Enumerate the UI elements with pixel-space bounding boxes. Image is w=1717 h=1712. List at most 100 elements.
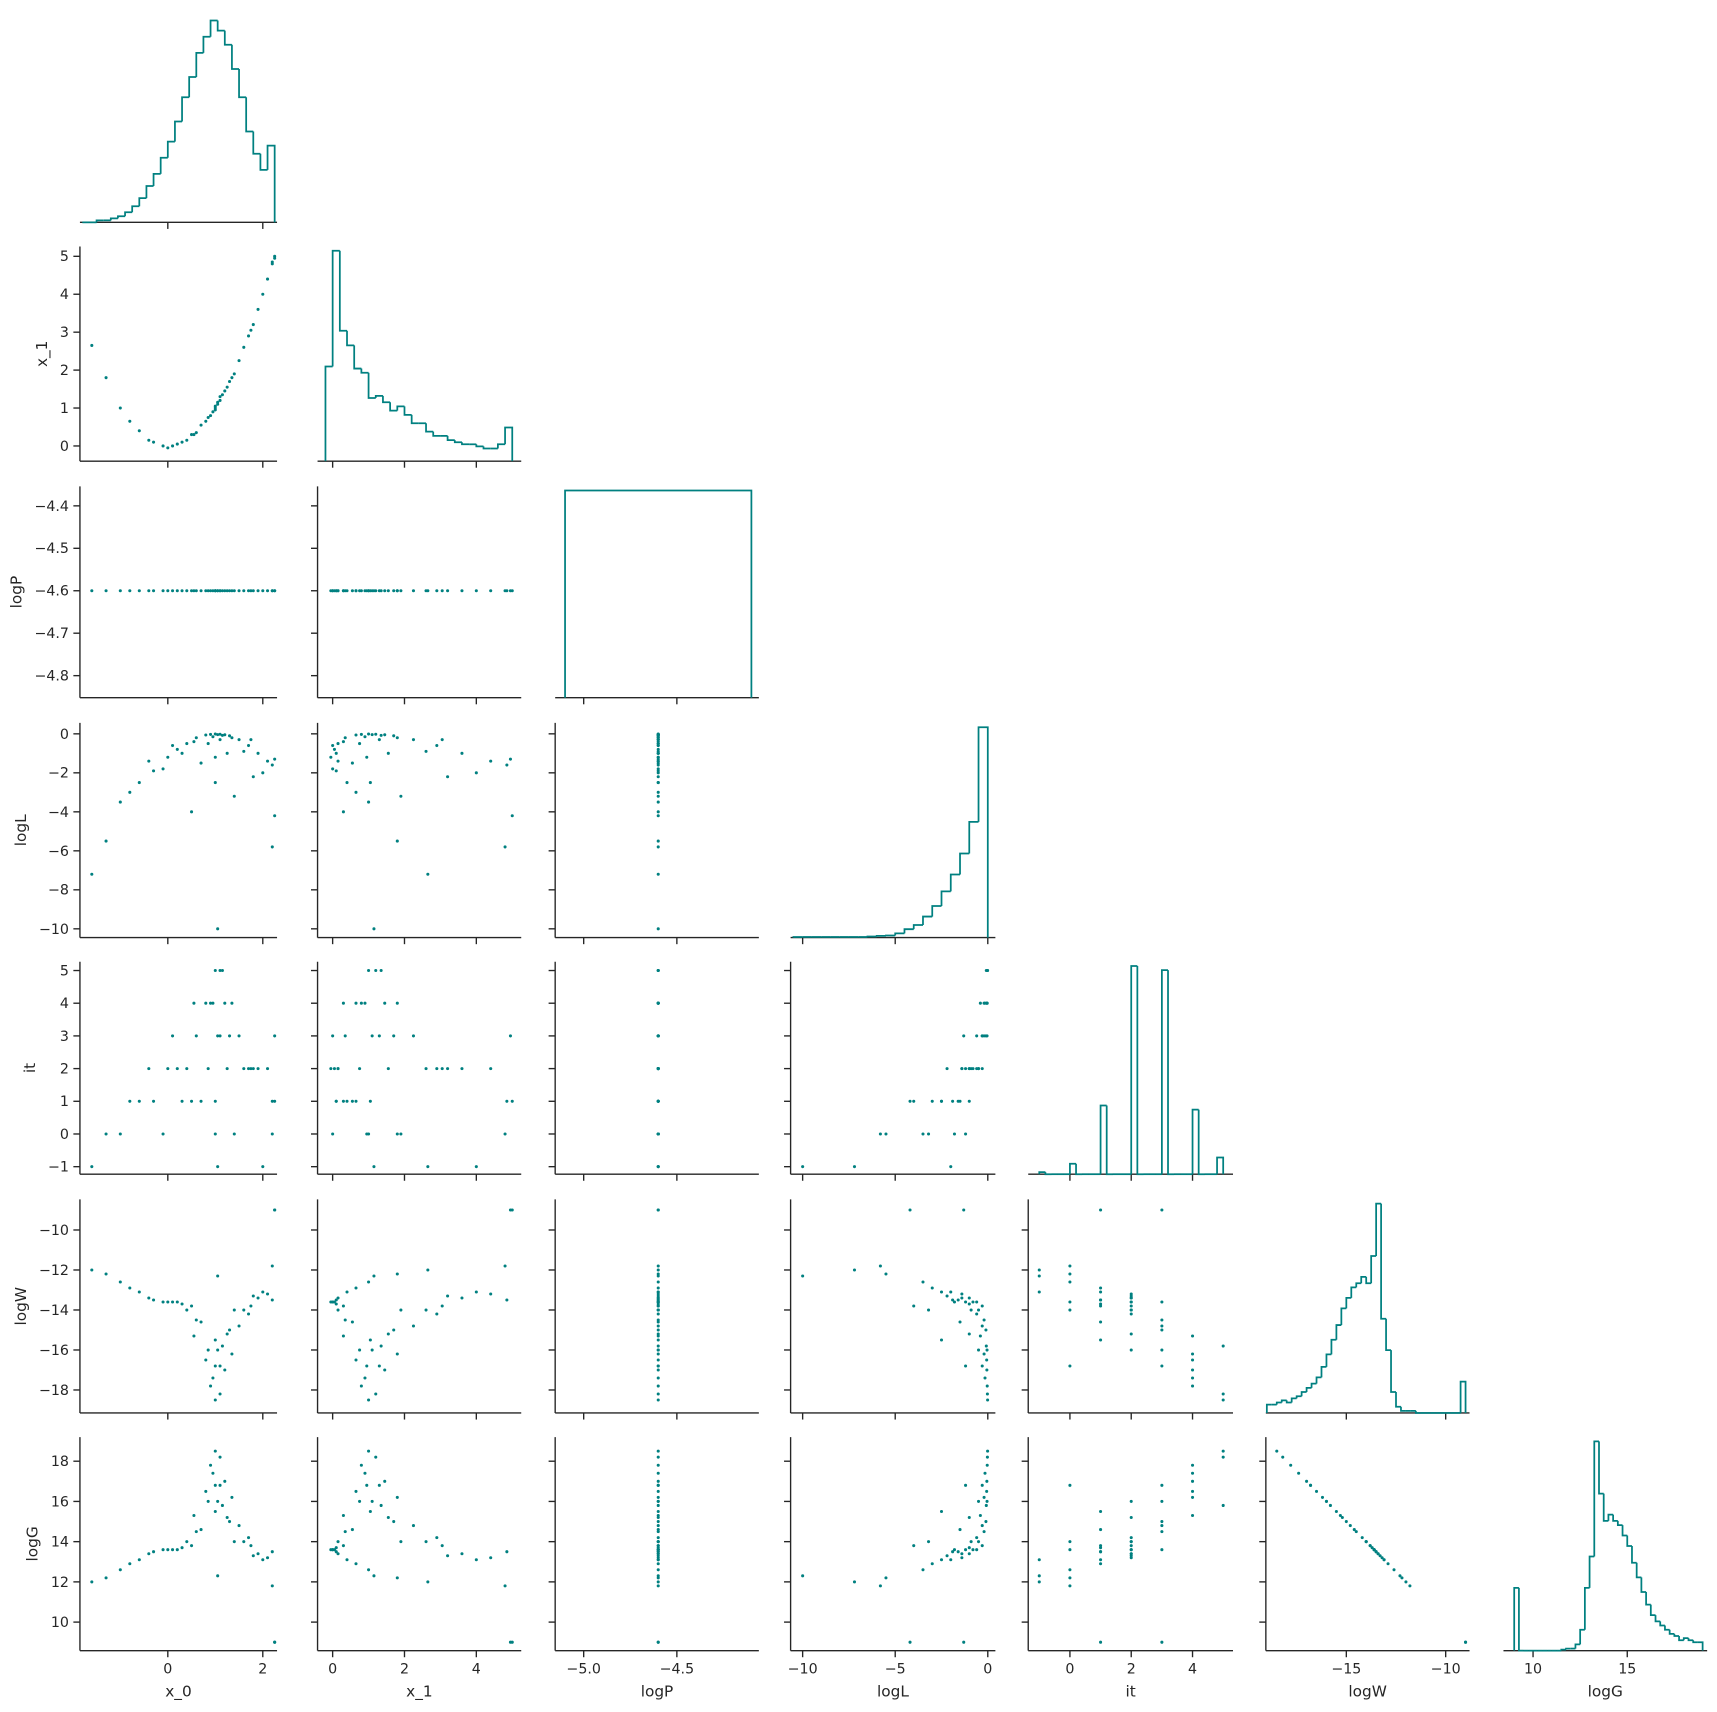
- point: [985, 1463, 989, 1467]
- point: [939, 1509, 944, 1514]
- point: [967, 1515, 971, 1520]
- point: [976, 1540, 981, 1544]
- y-tick-label: −12: [39, 1263, 69, 1279]
- point: [213, 1338, 217, 1342]
- hist-bin: [1579, 1628, 1585, 1645]
- point: [656, 1280, 660, 1284]
- hist-bin: [1459, 1380, 1467, 1413]
- point: [656, 1574, 660, 1578]
- hist-bin: [389, 402, 398, 412]
- hist-bin: [1395, 1392, 1401, 1408]
- point: [386, 1515, 390, 1520]
- point: [395, 1132, 399, 1136]
- point: [440, 738, 444, 742]
- point: [256, 751, 260, 755]
- point: [508, 1640, 512, 1644]
- point: [266, 1556, 270, 1560]
- point: [386, 751, 390, 755]
- point: [908, 1099, 912, 1103]
- point: [358, 1499, 362, 1503]
- point: [656, 1562, 660, 1566]
- x-tick-label: −4.5: [660, 1662, 695, 1678]
- point: [206, 415, 210, 420]
- point: [656, 1544, 660, 1548]
- point: [368, 781, 372, 785]
- point: [921, 1568, 925, 1572]
- point: [242, 589, 246, 593]
- point: [656, 1274, 660, 1278]
- point: [216, 1034, 220, 1038]
- hist-bin: [1621, 1525, 1628, 1537]
- point: [656, 1328, 660, 1332]
- hist-bin: [166, 140, 175, 158]
- point: [213, 404, 217, 408]
- point: [1408, 1584, 1412, 1588]
- point: [982, 1001, 986, 1005]
- hist-bin: [174, 120, 183, 142]
- hist-bin: [875, 935, 886, 937]
- hist-bin: [1161, 969, 1169, 1175]
- hist-bin: [1607, 1513, 1614, 1521]
- point: [128, 419, 132, 423]
- point: [656, 1528, 660, 1532]
- point: [424, 1067, 428, 1071]
- point: [505, 1298, 509, 1302]
- point: [213, 968, 217, 973]
- point: [225, 1067, 229, 1071]
- y-tick-label: −4.8: [34, 669, 69, 685]
- point: [206, 1067, 210, 1071]
- y-tick-label: 16: [51, 1494, 69, 1510]
- point: [656, 1308, 660, 1312]
- point: [656, 771, 660, 775]
- point: [270, 763, 274, 767]
- point: [656, 1640, 660, 1644]
- point: [656, 1558, 660, 1562]
- point: [190, 1304, 194, 1308]
- point: [656, 759, 660, 763]
- point: [358, 1348, 362, 1352]
- point: [261, 771, 265, 775]
- point: [218, 732, 222, 736]
- point: [359, 1463, 363, 1467]
- point: [367, 1398, 371, 1402]
- point: [964, 1132, 968, 1136]
- point: [951, 1550, 955, 1554]
- point: [939, 1290, 944, 1294]
- point: [1352, 1528, 1356, 1532]
- point: [363, 1376, 367, 1380]
- point: [1129, 1536, 1133, 1540]
- hist-bin: [1645, 1592, 1651, 1606]
- point: [1068, 1264, 1072, 1268]
- point: [505, 1099, 509, 1103]
- y-tick-label: −4.7: [34, 626, 69, 642]
- point: [230, 1495, 234, 1499]
- hist-bin: [1310, 1382, 1317, 1388]
- hist-bin: [1105, 1105, 1113, 1176]
- point: [656, 781, 660, 785]
- point: [152, 1099, 156, 1103]
- point: [216, 1574, 220, 1578]
- point: [218, 589, 222, 593]
- point: [951, 1099, 955, 1103]
- point: [1068, 1272, 1072, 1276]
- point: [370, 1499, 374, 1503]
- hist-bin: [195, 51, 204, 78]
- point: [211, 410, 215, 414]
- point: [206, 1499, 210, 1503]
- x-tick-label: 4: [472, 1662, 481, 1678]
- hist-bin: [245, 97, 254, 133]
- point: [367, 1449, 371, 1453]
- hist-bin: [1315, 1376, 1322, 1384]
- point: [656, 1067, 660, 1071]
- x-tick-label: 2: [400, 1662, 409, 1678]
- point: [161, 767, 165, 771]
- point: [960, 1067, 964, 1071]
- point: [211, 1471, 215, 1475]
- point: [354, 1489, 358, 1493]
- point: [118, 1280, 122, 1284]
- point: [656, 738, 660, 742]
- point: [90, 343, 94, 347]
- point: [171, 444, 175, 448]
- point: [329, 755, 333, 759]
- point: [508, 1034, 512, 1038]
